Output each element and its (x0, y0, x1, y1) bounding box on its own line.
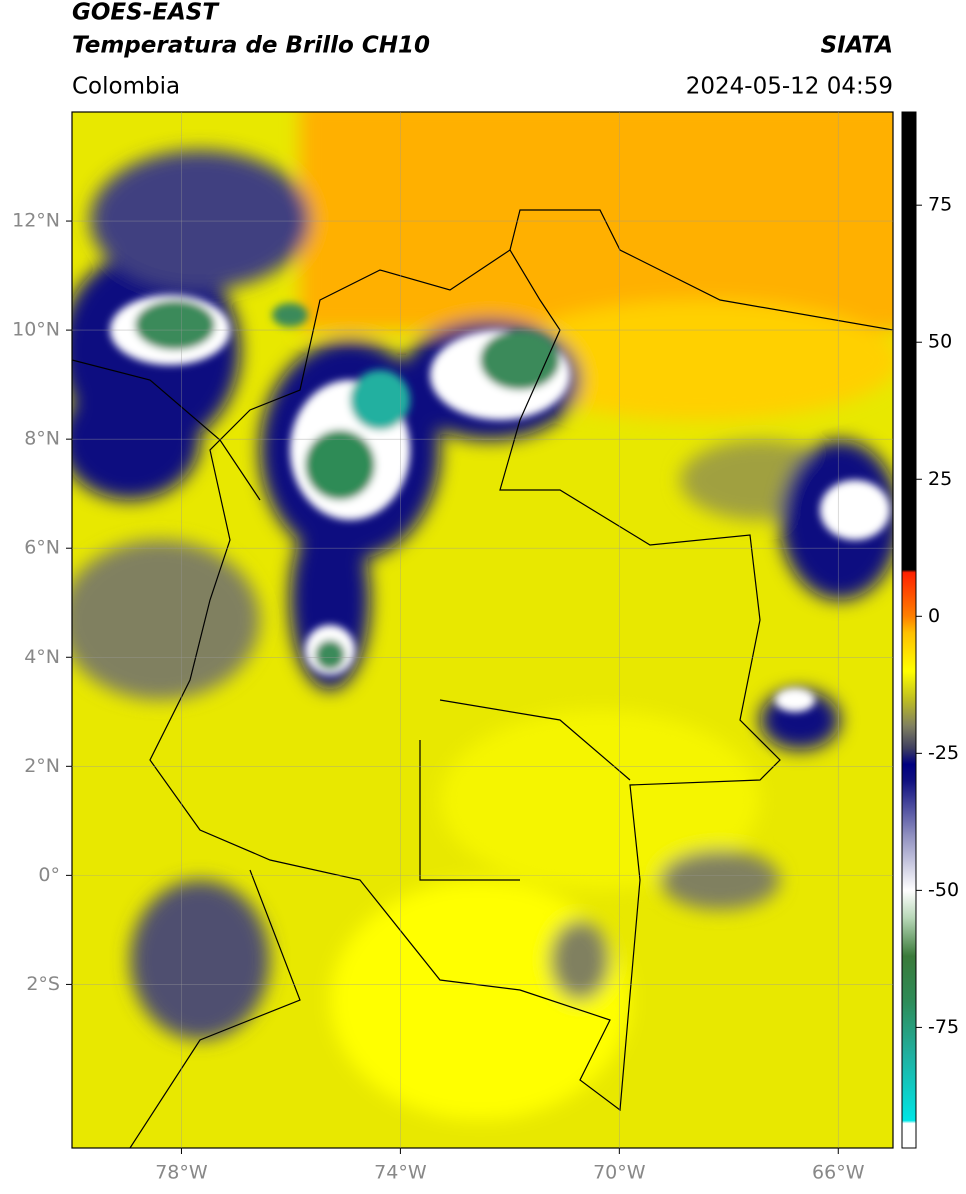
title: GOES-EAST (72, 0, 220, 26)
source: SIATA (821, 33, 893, 59)
colorbar-tick-label: 50 (928, 331, 952, 353)
region: Colombia (72, 74, 180, 100)
y-tick-label: 0° (38, 864, 60, 886)
y-tick-label: 2°S (26, 973, 60, 995)
y-tick-label: 10°N (12, 319, 60, 341)
colorbar-tick-label: -50 (928, 879, 959, 901)
colorbar-tick-label: -25 (928, 742, 959, 764)
y-tick-label: 4°N (24, 646, 60, 668)
y-tick-label: 8°N (24, 428, 60, 450)
colorbar-tick-label: 75 (928, 194, 952, 216)
map-frame (71, 111, 894, 1149)
x-tick-label: 66°W (812, 1162, 865, 1184)
x-tick-label: 78°W (155, 1162, 208, 1184)
datetime: 2024-05-12 04:59 (686, 74, 893, 100)
colorbar (901, 111, 917, 1149)
colorbar-tick-label: 0 (928, 605, 940, 627)
y-tick-label: 6°N (24, 537, 60, 559)
imagery (72, 112, 893, 1148)
subtitle: Temperatura de Brillo CH10 (72, 33, 430, 59)
colorbar-tick-label: 25 (928, 468, 952, 490)
y-tick-label: 2°N (24, 755, 60, 777)
y-tick-label: 12°N (12, 210, 60, 232)
x-tick-label: 70°W (593, 1162, 646, 1184)
colorbar-tick-label: -75 (928, 1016, 959, 1038)
x-tick-label: 74°W (374, 1162, 427, 1184)
